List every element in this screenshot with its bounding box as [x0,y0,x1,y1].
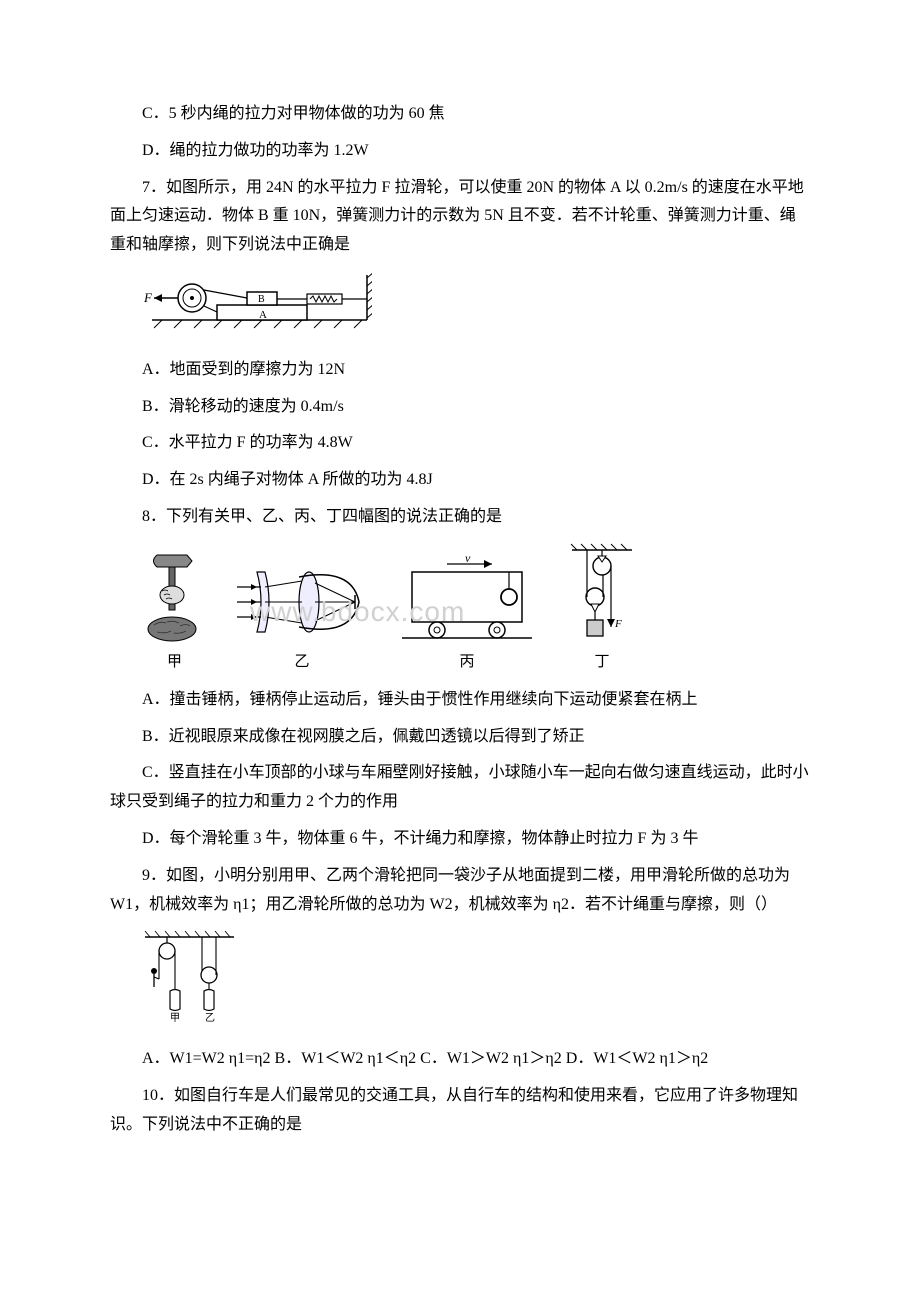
q9-options: A．W1=W2 η1=η2 B．W1＜W2 η1＜η2 C．W1＞W2 η1＞η… [110,1045,810,1074]
q8-fig-bing: v 丙 [397,552,537,676]
q8-fig-jia: 甲 [142,547,207,676]
q10-stem: 10．如图自行车是人们最常见的交通工具，从自行车的结构和使用来看，它应用了许多物… [110,1082,810,1140]
q7-option-d: D．在 2s 内绳子对物体 A 所做的功为 4.8J [110,466,810,495]
q8-figure-row: 甲 [142,542,810,676]
q7-stem: 7．如图所示，用 24N 的水平拉力 F 拉滑轮，可以使重 20N 的物体 A … [110,174,810,260]
q8-stem: 8．下列有关甲、乙、丙、丁四幅图的说法正确的是 [110,503,810,532]
svg-text:甲: 甲 [170,1013,180,1024]
q8-option-b: B．近视眼原来成像在视网膜之后，佩戴凹透镜以后得到了矫正 [110,723,810,752]
q7-option-b: B．滑轮移动的速度为 0.4m/s [110,393,810,422]
q8-label-ding: 丁 [594,649,609,676]
svg-text:B: B [258,294,265,305]
q8-fig-yi: 乙 [237,557,367,676]
q8-fig-ding: F 丁 [567,542,637,676]
q9-stem: 9．如图，小明分别用甲、乙两个滑轮把同一袋沙子从地面提到二楼，用甲滑轮所做的总功… [110,862,810,920]
q6-option-d: D．绳的拉力做功的功率为 1.2W [110,137,810,166]
svg-text:v: v [465,552,471,565]
q6-option-c: C．5 秒内绳的拉力对甲物体做的功为 60 焦 [110,100,810,129]
q8-option-d: D．每个滑轮重 3 牛，物体重 6 牛，不计绳力和摩擦，物体静止时拉力 F 为 … [110,825,810,854]
q8-option-a: A．撞击锤柄，锤柄停止运动后，锤头由于惯性作用继续向下运动便紧套在柄上 [110,686,810,715]
q8-label-yi: 乙 [294,649,309,676]
q7-option-c: C．水平拉力 F 的功率为 4.8W [110,429,810,458]
svg-text:F: F [143,290,153,305]
q7-figure: A B F [142,270,810,346]
q8-option-c: C．竖直挂在小车顶部的小球与车厢壁刚好接触，小球随小车一起向右做匀速直线运动，此… [110,759,810,817]
q8-label-jia: 甲 [167,649,182,676]
svg-text:乙: 乙 [205,1012,215,1024]
q9-figure: 甲 乙 [142,929,810,1035]
q8-label-bing: 丙 [459,649,474,676]
svg-text:A: A [259,309,267,321]
q7-option-a: A．地面受到的摩擦力为 12N [110,356,810,385]
svg-text:F: F [614,618,622,630]
